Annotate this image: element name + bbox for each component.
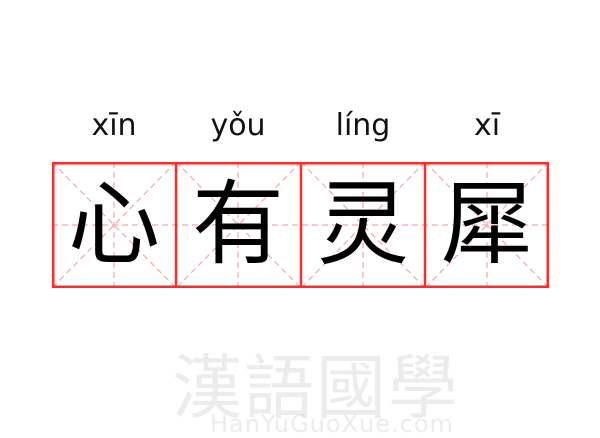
character-2: 有: [191, 171, 284, 278]
character-grid: 漢語國學 HanYuGuoXue.com 心 有 灵 犀: [52, 162, 549, 438]
watermark-site: HanYuGuoXue.com: [210, 410, 454, 438]
char-cell-3: 灵: [301, 162, 425, 288]
watermark-logo: 漢語國學: [172, 347, 460, 429]
char-cell-1: 心: [52, 162, 176, 288]
char-cell-4: 犀: [425, 162, 549, 288]
pinyin-3: líng: [335, 108, 391, 143]
pinyin-4: xī: [473, 108, 501, 143]
grid-lines: [52, 162, 549, 288]
pinyin-2: yǒu: [210, 108, 266, 143]
char-cell-2: 有: [176, 162, 300, 288]
pinyin-1: xīn: [91, 108, 137, 143]
character-1: 心: [67, 171, 160, 278]
character-3: 灵: [316, 171, 409, 278]
character-4: 犀: [440, 171, 533, 278]
